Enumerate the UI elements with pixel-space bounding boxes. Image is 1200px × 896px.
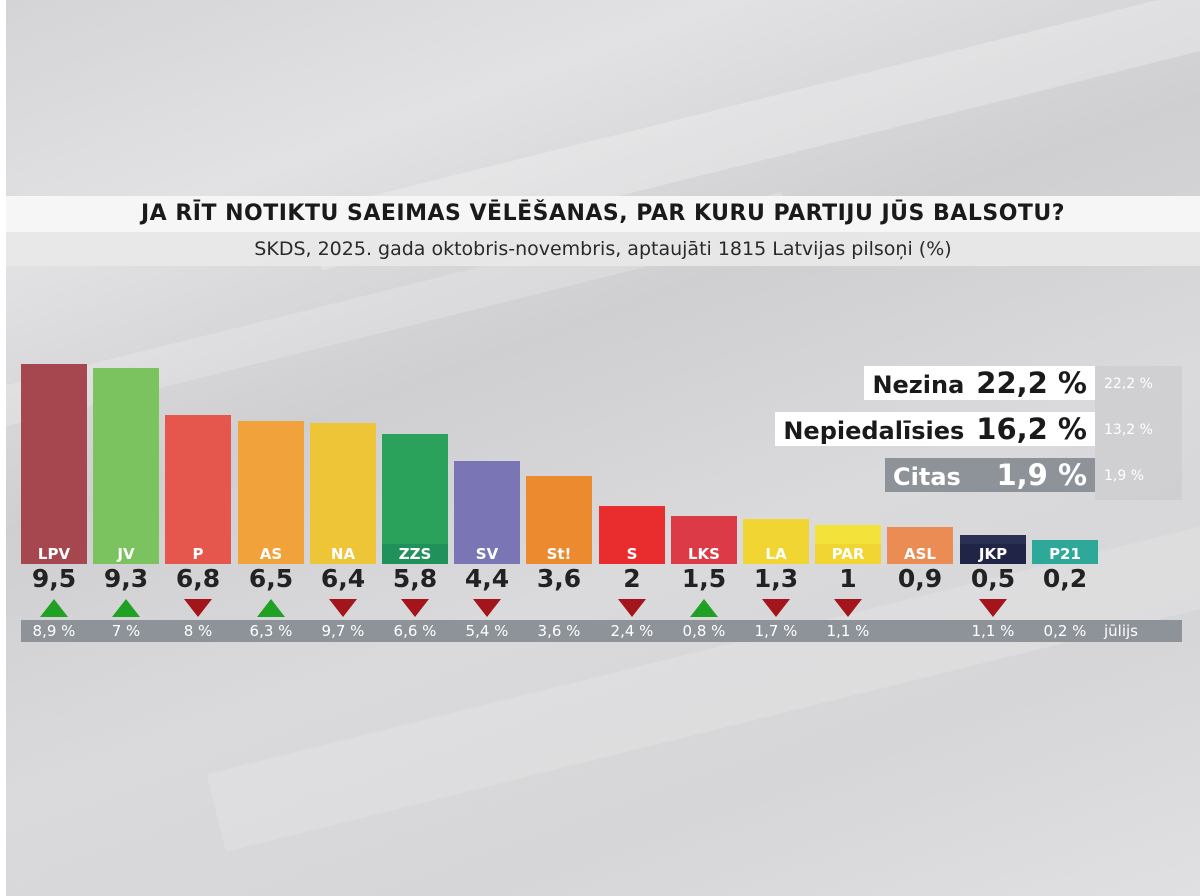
previous-period-label: jūlijs	[1104, 622, 1138, 640]
previous-value: 0,8 %	[682, 622, 726, 640]
stat-previous: 1,9 %	[1104, 468, 1145, 484]
chart-subtitle: SKDS, 2025. gada oktobris-novembris, apt…	[254, 238, 952, 260]
value-label: 3,6	[536, 564, 582, 593]
value-label: 2	[623, 564, 641, 593]
stat-other: Citas 1,9 %	[885, 458, 1095, 492]
value-label: 1,3	[753, 564, 799, 593]
trend-down-icon	[329, 599, 357, 617]
trend-down-icon	[618, 599, 646, 617]
bar-as	[238, 421, 304, 544]
party-label: P	[165, 544, 231, 564]
chart-title: JA RĪT NOTIKTU SAEIMAS VĒLĒŠANAS, PAR KU…	[140, 201, 1066, 226]
value-label: 6,5	[248, 564, 294, 593]
value-label: 6,4	[320, 564, 366, 593]
party-label: JKP	[960, 544, 1026, 564]
subtitle-bar: SKDS, 2025. gada oktobris-novembris, apt…	[6, 232, 1200, 266]
stat-previous: 13,2 %	[1104, 422, 1153, 438]
bar-p21	[1032, 540, 1098, 544]
bar-p	[165, 415, 231, 544]
bar-s	[599, 506, 665, 544]
trend-down-icon	[473, 599, 501, 617]
title-bar: JA RĪT NOTIKTU SAEIMAS VĒLĒŠANAS, PAR KU…	[6, 196, 1200, 232]
party-label: LA	[743, 544, 809, 564]
value-label: 0,5	[970, 564, 1016, 593]
value-label: 0,2	[1042, 564, 1088, 593]
trend-down-icon	[184, 599, 212, 617]
previous-value: 0,2 %	[1043, 622, 1087, 640]
trend-up-icon	[40, 599, 68, 617]
value-label: 9,5	[31, 564, 77, 593]
bar-na	[310, 423, 376, 544]
left-edge	[0, 0, 6, 896]
party-label: LPV	[21, 544, 87, 564]
trend-down-icon	[762, 599, 790, 617]
stat-name: Citas	[893, 463, 961, 491]
previous-results-strip	[21, 620, 1182, 642]
bar-lks	[671, 516, 737, 544]
bar-zzs	[382, 434, 448, 544]
previous-value: 7 %	[111, 622, 141, 640]
stat-value: 22,2 %	[976, 366, 1087, 400]
value-label: 1,5	[681, 564, 727, 593]
bar-lpv	[21, 364, 87, 544]
bar-st	[526, 476, 592, 544]
party-label: ASL	[887, 544, 953, 564]
party-label: S	[599, 544, 665, 564]
previous-value: 6,3 %	[249, 622, 293, 640]
stat-value: 16,2 %	[976, 412, 1087, 446]
previous-value: 9,7 %	[321, 622, 365, 640]
stat-name: Nezina	[872, 371, 965, 399]
stat-undecided: Nezina 22,2 %	[864, 366, 1095, 400]
value-label: 9,3	[103, 564, 149, 593]
trend-down-icon	[979, 599, 1007, 617]
bar-jkp	[960, 535, 1026, 544]
previous-value: 1,7 %	[754, 622, 798, 640]
previous-value: 6,6 %	[393, 622, 437, 640]
value-label: 1	[839, 564, 857, 593]
previous-value: 1,1 %	[826, 622, 870, 640]
stat-value: 1,9 %	[996, 458, 1087, 492]
party-label: ZZS	[382, 544, 448, 564]
bar-la	[743, 519, 809, 544]
bar-jv	[93, 368, 159, 544]
stat-not-participating: Nepiedalīsies 16,2 %	[775, 412, 1095, 446]
trend-down-icon	[834, 599, 862, 617]
party-label: AS	[238, 544, 304, 564]
value-label: 6,8	[175, 564, 221, 593]
bar-par	[815, 525, 881, 544]
previous-value: 8 %	[183, 622, 213, 640]
party-label: P21	[1032, 544, 1098, 564]
trend-up-icon	[257, 599, 285, 617]
stat-previous: 22,2 %	[1104, 376, 1153, 392]
bar-sv	[454, 461, 520, 544]
bar-asl	[887, 527, 953, 544]
value-label: 5,8	[392, 564, 438, 593]
party-label: JV	[93, 544, 159, 564]
stat-name: Nepiedalīsies	[783, 417, 965, 445]
trend-down-icon	[401, 599, 429, 617]
side-panel-background	[1095, 366, 1182, 500]
previous-value: 1,1 %	[971, 622, 1015, 640]
party-label: St!	[526, 544, 592, 564]
party-label: PAR	[815, 544, 881, 564]
party-label: LKS	[671, 544, 737, 564]
previous-value: 5,4 %	[465, 622, 509, 640]
party-label: SV	[454, 544, 520, 564]
party-label: NA	[310, 544, 376, 564]
previous-value: 8,9 %	[32, 622, 76, 640]
value-label: 0,9	[897, 564, 943, 593]
trend-up-icon	[112, 599, 140, 617]
value-label: 4,4	[464, 564, 510, 593]
previous-value: 3,6 %	[537, 622, 581, 640]
previous-value: 2,4 %	[610, 622, 654, 640]
trend-up-icon	[690, 599, 718, 617]
